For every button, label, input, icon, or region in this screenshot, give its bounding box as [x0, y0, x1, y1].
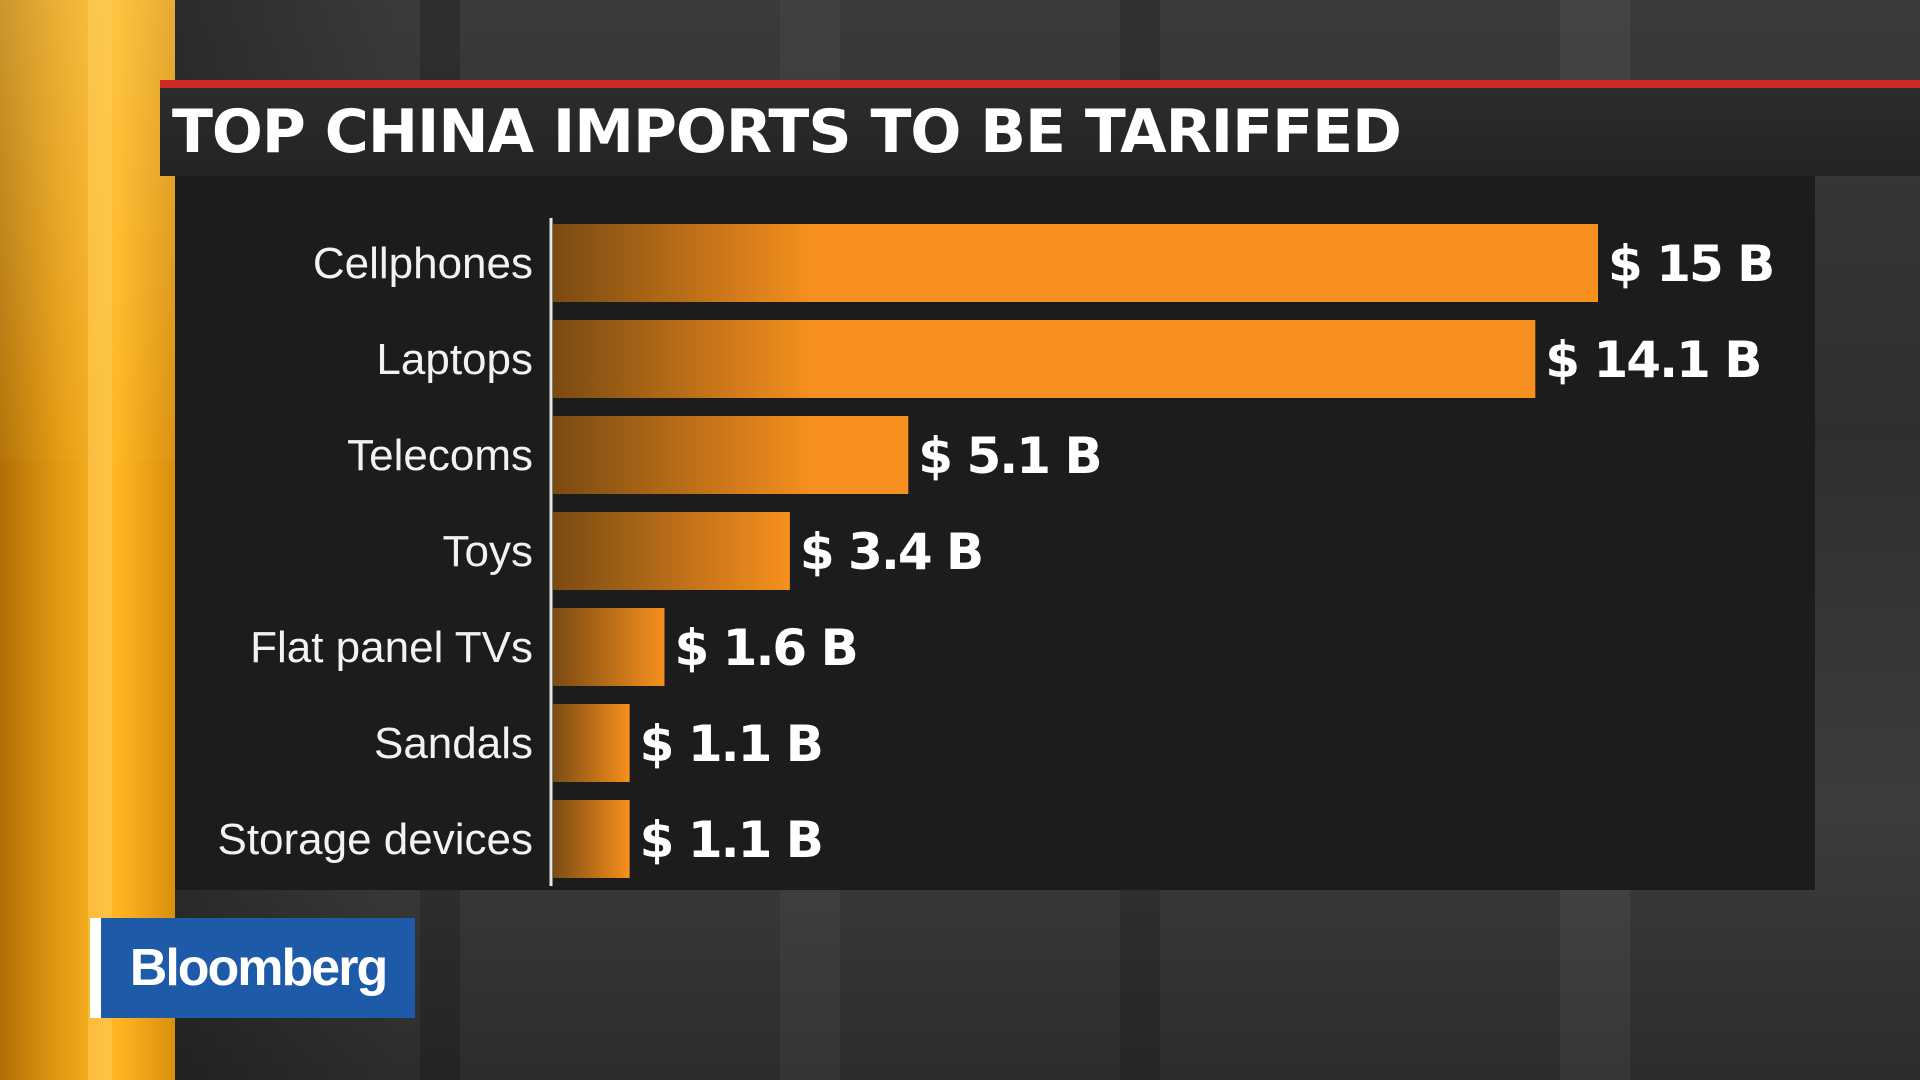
title-bar — [160, 80, 1920, 176]
brand-name: Bloomberg — [129, 939, 388, 997]
chart-title: TOP CHINA IMPORTS TO BE TARIFFED — [172, 97, 1402, 167]
left-panel-stripe — [88, 0, 112, 1080]
category-label: Cellphones — [313, 239, 533, 288]
value-label: $ 14.1 B — [1545, 331, 1760, 389]
bar-cellphones — [553, 224, 1598, 302]
left-accent-panel — [0, 0, 175, 1080]
left-panel-glow — [0, 0, 175, 460]
bar-telecoms — [553, 416, 909, 494]
category-label: Toys — [443, 527, 533, 576]
value-label: $ 5.1 B — [918, 427, 1100, 485]
category-label: Flat panel TVs — [250, 623, 533, 672]
bar-chart: Cellphones $ 15 B Laptops $ 14.1 B Telecoms $… — [217, 218, 1775, 886]
bars-layer: Cellphones $ 15 B Laptops $ 14.1 B Telecoms $… — [217, 224, 1775, 878]
bar-storage-devices — [553, 800, 630, 878]
category-label: Telecoms — [347, 431, 533, 480]
value-label: $ 1.1 B — [640, 811, 822, 869]
chart-panel: Cellphones $ 15 B Laptops $ 14.1 B Telecoms $… — [175, 176, 1815, 890]
value-label: $ 1.6 B — [674, 619, 856, 677]
category-label: Storage devices — [217, 815, 533, 864]
value-label: $ 15 B — [1608, 235, 1773, 293]
category-label: Sandals — [374, 719, 533, 768]
bloomberg-logo: Bloomberg — [90, 918, 415, 1018]
value-label: $ 3.4 B — [800, 523, 982, 581]
bar-flat-panel-tvs — [553, 608, 665, 686]
value-label: $ 1.1 B — [640, 715, 822, 773]
bar-sandals — [553, 704, 630, 782]
bar-toys — [553, 512, 790, 590]
category-label: Laptops — [376, 335, 533, 384]
bar-laptops — [553, 320, 1536, 398]
